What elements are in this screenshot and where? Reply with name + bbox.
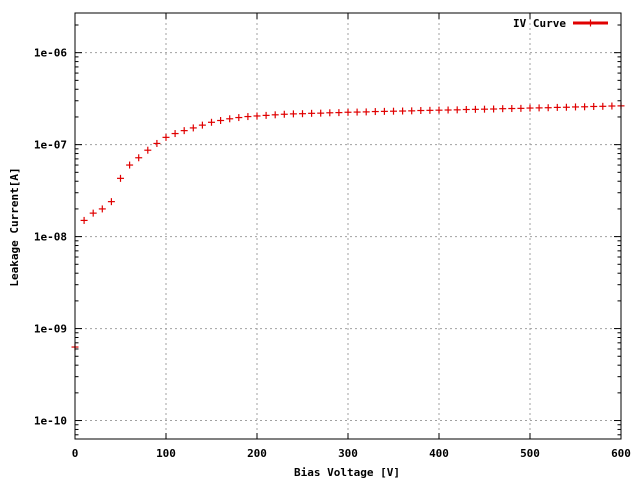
data-point bbox=[517, 104, 525, 112]
data-point bbox=[226, 115, 234, 123]
data-point bbox=[253, 112, 261, 120]
data-point bbox=[80, 216, 88, 224]
data-point bbox=[544, 104, 552, 112]
x-tick-label: 100 bbox=[156, 447, 176, 460]
x-tick-label: 0 bbox=[72, 447, 79, 460]
y-axis-tick-labels: 1e-10 1e-09 1e-08 1e-07 1e-06 bbox=[34, 47, 67, 428]
data-point bbox=[98, 205, 106, 213]
data-point bbox=[608, 102, 616, 110]
data-point bbox=[162, 133, 170, 141]
data-point bbox=[262, 111, 270, 119]
data-point bbox=[499, 105, 507, 113]
x-axis-label: Bias Voltage [V] bbox=[294, 466, 400, 479]
data-point bbox=[417, 107, 425, 115]
y-tick-label: 1e-09 bbox=[34, 323, 67, 336]
data-point bbox=[553, 103, 561, 111]
x-tick-label: 200 bbox=[247, 447, 267, 460]
data-point bbox=[353, 108, 361, 116]
data-point bbox=[581, 103, 589, 111]
data-point bbox=[481, 105, 488, 113]
axis-ticks bbox=[74, 13, 622, 439]
data-point bbox=[126, 161, 134, 169]
data-point bbox=[271, 111, 279, 119]
data-point bbox=[153, 139, 161, 147]
x-tick-label: 500 bbox=[520, 447, 540, 460]
data-point bbox=[171, 130, 179, 138]
data-point bbox=[308, 109, 316, 117]
data-point bbox=[244, 113, 252, 121]
data-point bbox=[335, 109, 343, 117]
data-point bbox=[572, 103, 579, 111]
data-point bbox=[189, 124, 197, 132]
data-point bbox=[453, 106, 461, 114]
y-tick-label: 1e-07 bbox=[34, 139, 67, 152]
data-point bbox=[89, 209, 97, 217]
data-point bbox=[208, 118, 215, 126]
x-tick-label: 400 bbox=[429, 447, 449, 460]
data-point bbox=[317, 109, 325, 117]
data-point bbox=[444, 106, 452, 114]
x-tick-label: 600 bbox=[611, 447, 631, 460]
grid-lines bbox=[75, 13, 621, 439]
data-point bbox=[380, 107, 388, 115]
data-point bbox=[471, 105, 479, 113]
legend-entry-iv-curve: IV Curve bbox=[513, 17, 566, 30]
legend: IV Curve bbox=[513, 17, 608, 30]
y-tick-label: 1e-06 bbox=[34, 47, 67, 60]
y-tick-label: 1e-10 bbox=[34, 415, 67, 428]
data-point bbox=[326, 109, 334, 117]
data-point bbox=[490, 105, 498, 113]
data-point bbox=[135, 154, 143, 162]
data-point bbox=[535, 104, 543, 112]
data-point bbox=[217, 117, 225, 125]
data-point bbox=[362, 108, 370, 116]
data-point bbox=[462, 106, 470, 114]
x-axis-tick-labels: 0 100 200 300 400 500 600 bbox=[72, 447, 631, 460]
data-point bbox=[344, 108, 352, 116]
legend-swatch-marker bbox=[587, 19, 594, 27]
y-axis-label: Leakage Current[A] bbox=[8, 167, 21, 286]
data-point bbox=[426, 106, 434, 114]
data-point bbox=[408, 107, 416, 115]
data-point bbox=[599, 102, 607, 110]
data-point bbox=[562, 103, 570, 111]
data-point bbox=[235, 114, 243, 122]
data-point bbox=[399, 107, 407, 115]
data-point bbox=[180, 127, 188, 135]
data-point bbox=[198, 121, 206, 129]
data-point bbox=[526, 104, 534, 112]
data-point bbox=[117, 174, 124, 182]
data-point bbox=[280, 110, 288, 118]
data-point bbox=[371, 108, 379, 116]
data-point bbox=[107, 198, 115, 206]
data-point bbox=[508, 105, 516, 113]
data-point bbox=[590, 102, 598, 110]
data-point bbox=[390, 107, 397, 115]
data-point bbox=[289, 110, 297, 118]
data-point bbox=[435, 106, 443, 114]
plot-frame bbox=[74, 12, 622, 440]
y-tick-label: 1e-08 bbox=[34, 231, 67, 244]
x-tick-label: 300 bbox=[338, 447, 358, 460]
data-point bbox=[299, 110, 306, 118]
data-point bbox=[144, 146, 152, 154]
